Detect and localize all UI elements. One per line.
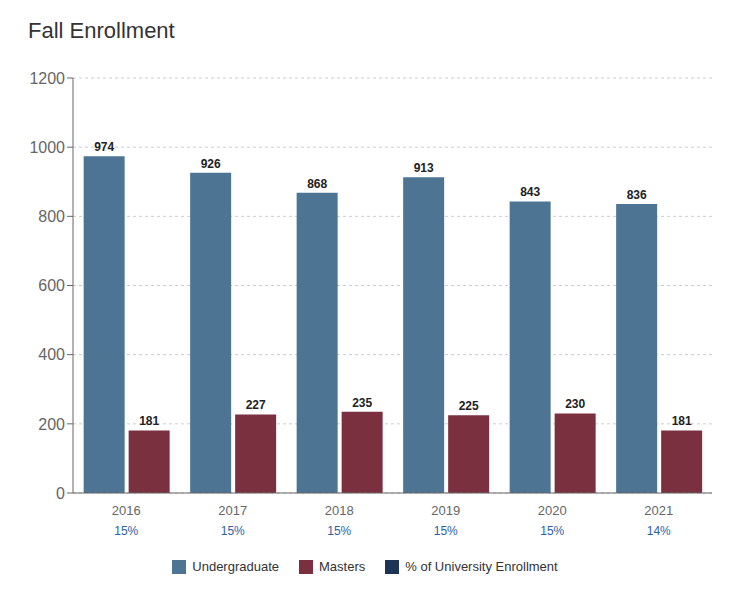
svg-text:15%: 15% [434, 524, 458, 538]
svg-text:1200: 1200 [29, 70, 65, 87]
svg-text:800: 800 [38, 208, 65, 225]
svg-text:2017: 2017 [218, 503, 247, 518]
html-text:Undergraduate: Undergraduate [192, 559, 279, 574]
svg-text:400: 400 [38, 346, 65, 363]
html-text:% of University Enrollment: % of University Enrollment [405, 559, 558, 574]
svg-text:2018: 2018 [325, 503, 354, 518]
svg-text:2020: 2020 [538, 503, 567, 518]
svg-text:230: 230 [565, 397, 585, 411]
html-text:Masters: Masters [319, 559, 366, 574]
svg-text:913: 913 [414, 161, 434, 175]
html-text:Fall Enrollment: Fall Enrollment [28, 18, 175, 43]
svg-text:836: 836 [627, 188, 647, 202]
svg-text:2016: 2016 [112, 503, 141, 518]
svg-text:0: 0 [56, 485, 65, 502]
svg-text:600: 600 [38, 277, 65, 294]
svg-text:2019: 2019 [431, 503, 460, 518]
svg-text:15%: 15% [540, 524, 564, 538]
svg-text:1000: 1000 [29, 139, 65, 156]
svg-text:843: 843 [520, 185, 540, 199]
svg-text:225: 225 [459, 399, 479, 413]
svg-text:181: 181 [139, 414, 159, 428]
svg-text:926: 926 [201, 157, 221, 171]
svg-text:235: 235 [352, 396, 372, 410]
svg-text:868: 868 [307, 177, 327, 191]
svg-text:974: 974 [94, 140, 114, 154]
svg-text:181: 181 [672, 414, 692, 428]
svg-text:14%: 14% [647, 524, 671, 538]
svg-text:2021: 2021 [644, 503, 673, 518]
svg-text:200: 200 [38, 416, 65, 433]
svg-text:15%: 15% [327, 524, 351, 538]
svg-text:15%: 15% [221, 524, 245, 538]
svg-text:15%: 15% [114, 524, 138, 538]
svg-text:227: 227 [246, 398, 266, 412]
